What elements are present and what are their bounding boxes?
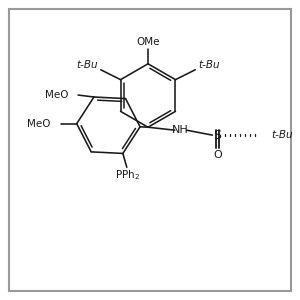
Text: t-Bu: t-Bu (198, 60, 220, 70)
Text: MeO: MeO (28, 118, 51, 129)
Text: t-Bu: t-Bu (76, 60, 98, 70)
Text: NH: NH (172, 125, 189, 135)
Text: PPh$_2$: PPh$_2$ (115, 168, 140, 182)
FancyBboxPatch shape (9, 9, 291, 291)
Text: O: O (213, 150, 222, 160)
Text: MeO: MeO (45, 90, 68, 100)
Text: t-Bu: t-Bu (271, 130, 292, 140)
Text: OMe: OMe (136, 37, 160, 47)
Text: S: S (213, 129, 221, 142)
